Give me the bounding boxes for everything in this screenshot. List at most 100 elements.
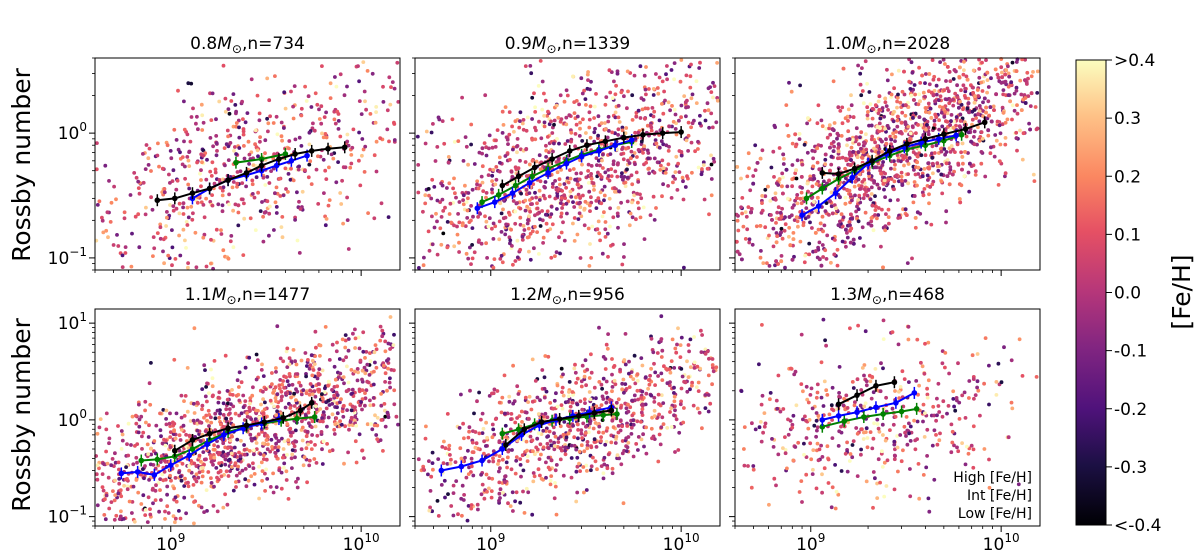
scatter-point [572, 205, 577, 209]
scatter-point [360, 368, 365, 373]
scatter-point [960, 155, 965, 159]
scatter-point [554, 187, 559, 192]
scatter-point [281, 359, 286, 364]
scatter-point [312, 362, 317, 366]
scatter-point [603, 220, 608, 224]
scatter-point [930, 182, 935, 187]
scatter-point [498, 160, 502, 165]
scatter-point [335, 340, 339, 345]
scatter-point [119, 509, 123, 514]
scatter-point [811, 156, 815, 161]
scatter-point [367, 373, 372, 377]
scatter-point [931, 171, 935, 176]
scatter-point [862, 187, 867, 192]
scatter-point [677, 149, 682, 153]
scatter-point [963, 89, 968, 94]
scatter-point [958, 65, 962, 70]
scatter-point [506, 142, 510, 147]
scatter-point [951, 125, 956, 130]
scatter-point [217, 415, 222, 420]
scatter-point [602, 198, 606, 203]
scatter-point [274, 485, 279, 489]
scatter-point [581, 117, 585, 122]
scatter-point [492, 257, 497, 261]
scatter-point [255, 93, 260, 98]
scatter-point [261, 411, 266, 416]
scatter-point [457, 200, 462, 204]
scatter-point [796, 224, 800, 229]
scatter-point [883, 224, 888, 229]
scatter-point [201, 203, 206, 207]
scatter-point [283, 106, 288, 111]
scatter-point [828, 145, 832, 150]
scatter-point [291, 116, 296, 121]
scatter-point [287, 139, 292, 143]
scatter-point [636, 180, 641, 184]
scatter-point [275, 392, 280, 397]
scatter-point [560, 206, 564, 210]
scatter-point [553, 196, 558, 201]
scatter-point [475, 182, 479, 187]
scatter-point [177, 211, 182, 216]
scatter-point [135, 442, 140, 446]
scatter-point [296, 167, 301, 172]
scatter-point [979, 161, 984, 166]
scatter-point [776, 183, 781, 187]
scatter-point [195, 160, 200, 165]
scatter-point [374, 169, 379, 174]
scatter-point [174, 206, 179, 211]
scatter-point [212, 447, 217, 452]
scatter-point [223, 109, 228, 114]
scatter-point [536, 84, 541, 88]
scatter-point [168, 473, 173, 478]
scatter-point [588, 104, 593, 109]
scatter-point [603, 235, 608, 239]
scatter-point [223, 492, 228, 497]
scatter-point [903, 128, 908, 133]
scatter-point [130, 231, 134, 236]
scatter-point [205, 399, 209, 404]
scatter-point [659, 139, 664, 144]
scatter-point [481, 189, 486, 194]
scatter-point [386, 215, 391, 220]
scatter-point [262, 210, 267, 215]
scatter-point [427, 193, 431, 198]
series-marker [941, 137, 947, 144]
scatter-point [1001, 110, 1006, 115]
scatter-point [558, 251, 562, 256]
scatter-point [273, 445, 278, 450]
scatter-point [253, 228, 258, 233]
scatter-point [117, 481, 122, 486]
scatter-point [892, 86, 896, 91]
scatter-point [322, 115, 327, 119]
scatter-point [265, 76, 270, 81]
scatter-point [865, 116, 870, 121]
scatter-point [292, 404, 297, 408]
scatter-point [389, 368, 394, 372]
scatter-point [122, 210, 127, 215]
scatter-point [553, 179, 557, 183]
scatter-point [790, 257, 795, 262]
panel-title: 0.8M⊙,n=734 [190, 34, 305, 56]
scatter-point [842, 186, 846, 191]
scatter-point [178, 474, 183, 479]
scatter-point [470, 243, 474, 247]
panel-title: 1.1M⊙,n=1477 [185, 285, 310, 307]
scatter-point [104, 411, 109, 416]
scatter-point [320, 131, 324, 136]
series-line [121, 418, 280, 476]
scatter-point [576, 217, 581, 222]
scatter-point [274, 114, 279, 119]
scatter-point [791, 231, 796, 235]
scatter-point [484, 241, 488, 246]
scatter-point [932, 123, 937, 127]
scatter-point [780, 171, 785, 176]
scatter-point [503, 154, 508, 158]
scatter-point [127, 499, 132, 504]
series-marker [596, 148, 602, 154]
scatter-point [158, 488, 162, 492]
scatter-point [971, 68, 976, 73]
scatter-point [430, 242, 435, 247]
scatter-point [112, 498, 117, 503]
scatter-point [798, 83, 802, 88]
